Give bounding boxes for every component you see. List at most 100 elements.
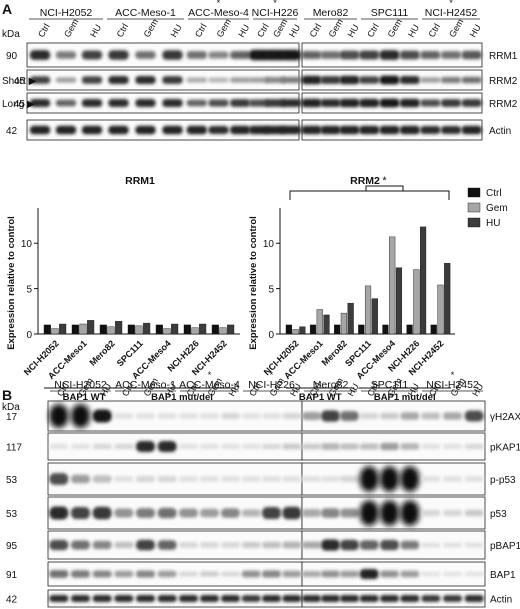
bar-hu — [395, 267, 403, 335]
A-band — [81, 98, 103, 108]
A-band — [208, 77, 229, 83]
B-band — [379, 539, 400, 551]
B-band — [178, 476, 199, 482]
B-band — [220, 476, 241, 482]
A-band — [186, 125, 208, 135]
bar-ctrl — [155, 324, 163, 335]
protein-label: BAP1 — [490, 570, 516, 581]
B-band — [241, 570, 261, 578]
B-band — [157, 507, 177, 519]
B-band — [220, 508, 241, 518]
A-band — [135, 125, 156, 135]
lane-label: Ctrl — [193, 22, 209, 39]
A-band — [81, 76, 103, 84]
bar-gem — [364, 285, 372, 335]
A-band — [440, 125, 462, 135]
B-band — [400, 540, 420, 550]
legend-label: HU — [486, 218, 500, 229]
cell-line-label: NCI-H2452 — [425, 7, 478, 19]
bar-ctrl — [382, 324, 389, 335]
B-band — [92, 595, 112, 602]
B-band — [301, 541, 322, 549]
B-band — [464, 509, 484, 517]
B-band — [135, 441, 156, 452]
bar-gem — [135, 325, 143, 335]
mw-label: 42 — [6, 595, 18, 606]
lane-label: Ctrl — [365, 22, 381, 39]
bar-hu — [115, 321, 123, 335]
B-band — [70, 540, 91, 550]
A-band — [461, 99, 482, 107]
bar-hu — [87, 320, 95, 335]
B-band — [339, 508, 360, 518]
B-band — [421, 509, 441, 517]
y-axis-label: Expression relative to control — [6, 216, 17, 350]
A-band — [162, 76, 183, 84]
A-band — [320, 76, 341, 84]
legend-swatch-ctrl — [467, 187, 481, 198]
cell-line-label: NCI-H2052 — [40, 7, 93, 19]
cell-line-label: Mero82 — [313, 379, 349, 391]
B-band — [442, 595, 463, 602]
mw-label: 90 — [6, 51, 18, 62]
B-band — [464, 443, 484, 450]
B-band — [114, 508, 134, 518]
B-band — [199, 508, 220, 518]
lane-label: HU — [88, 23, 103, 39]
B-band — [339, 570, 360, 578]
cell-line-label: SPC111 — [371, 7, 409, 19]
A-band — [358, 98, 380, 108]
B-band — [464, 410, 484, 422]
protein-label: pBAP1 — [490, 541, 520, 552]
A-band — [301, 125, 322, 135]
A-band — [135, 51, 156, 59]
mw-label: 91 — [6, 570, 18, 581]
B-band — [379, 595, 400, 602]
lane-label: Ctrl — [36, 22, 52, 39]
bar-hu — [171, 323, 179, 335]
mw-label: 95 — [6, 541, 18, 552]
panel-label-B: B — [2, 387, 12, 403]
B-band — [49, 404, 69, 428]
A-band — [162, 125, 183, 135]
protein-label: pKAP1 — [490, 443, 520, 454]
A-band — [108, 98, 129, 108]
A-band — [229, 99, 251, 107]
significance-star: * — [217, 0, 221, 8]
A-band — [399, 98, 421, 108]
A-band — [108, 50, 129, 60]
B-band — [135, 475, 156, 483]
B-band — [157, 475, 177, 483]
legend-label: Gem — [486, 203, 508, 214]
B-band — [359, 500, 379, 526]
A-band — [162, 50, 183, 60]
bar-gem — [413, 269, 420, 335]
B-band — [320, 476, 341, 482]
protein-label: Actin — [489, 126, 511, 137]
protein-label: RRM2 — [489, 76, 518, 87]
B-band — [400, 443, 420, 450]
B-band — [282, 476, 302, 482]
A-band — [248, 125, 270, 135]
cell-line-label: SPC111 — [371, 379, 409, 391]
B-band — [135, 413, 156, 419]
B-band — [339, 411, 360, 421]
significance-star: * — [382, 175, 387, 187]
A-band — [440, 51, 462, 59]
B-band — [135, 508, 156, 518]
bar-ctrl — [99, 324, 107, 335]
B-band — [241, 509, 261, 517]
B-band — [261, 541, 282, 549]
B-band — [359, 466, 379, 492]
mw-label: 117 — [6, 443, 22, 454]
B-band — [241, 413, 261, 419]
lane-label: Ctrl — [115, 22, 131, 39]
B-band — [261, 570, 282, 578]
bar-ctrl — [430, 324, 437, 335]
B-band — [442, 571, 463, 577]
B-band — [379, 500, 400, 526]
bar-hu — [323, 314, 330, 335]
B-band — [157, 441, 177, 452]
B-band — [301, 595, 322, 602]
